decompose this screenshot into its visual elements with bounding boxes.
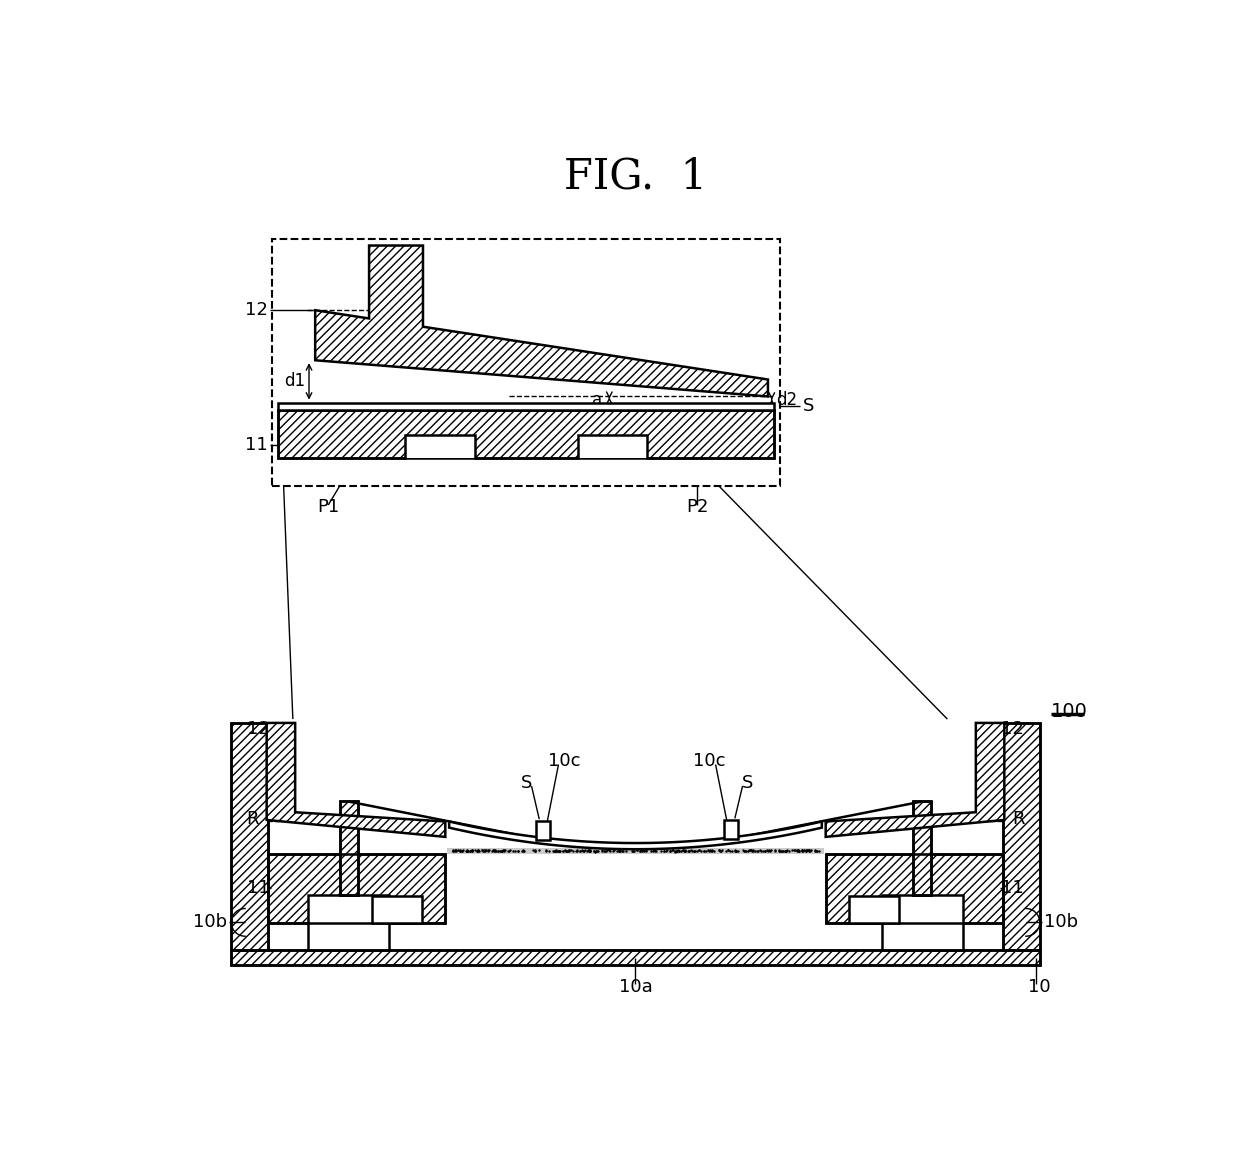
Text: d1: d1: [284, 372, 305, 391]
Text: R: R: [1012, 810, 1024, 829]
Bar: [826, 854, 1003, 923]
Text: 12: 12: [247, 720, 270, 738]
Text: 12: 12: [246, 301, 268, 320]
Text: FIG.  1: FIG. 1: [564, 155, 707, 197]
Text: 10c: 10c: [693, 753, 725, 770]
Text: 12: 12: [1001, 720, 1024, 738]
Text: S: S: [743, 774, 754, 792]
Bar: [372, 896, 422, 923]
Bar: [309, 895, 389, 950]
Bar: [849, 896, 899, 923]
Polygon shape: [826, 722, 1004, 837]
Text: P2: P2: [686, 498, 708, 516]
Text: 11: 11: [246, 436, 268, 454]
Bar: [278, 403, 774, 411]
Text: 10b: 10b: [193, 914, 227, 931]
Text: 10: 10: [1028, 978, 1050, 997]
Text: 10a: 10a: [619, 978, 652, 997]
Bar: [1003, 722, 1040, 950]
Bar: [268, 854, 445, 923]
Text: a: a: [591, 391, 603, 408]
Text: 11: 11: [247, 880, 270, 897]
Text: S: S: [804, 398, 815, 415]
Bar: [536, 820, 551, 840]
Bar: [882, 895, 962, 950]
Bar: [578, 435, 647, 459]
Bar: [826, 854, 1003, 923]
Bar: [446, 847, 825, 854]
Text: 10b: 10b: [1044, 914, 1078, 931]
Bar: [268, 854, 445, 923]
Bar: [405, 435, 475, 459]
Text: 11: 11: [1001, 880, 1024, 897]
Text: 10c: 10c: [548, 753, 580, 770]
Bar: [231, 722, 268, 950]
Bar: [340, 802, 357, 895]
Polygon shape: [449, 822, 822, 850]
Bar: [914, 802, 931, 895]
Bar: [278, 411, 774, 459]
Polygon shape: [267, 722, 445, 837]
Text: P1: P1: [317, 498, 340, 516]
Bar: [340, 802, 357, 895]
Bar: [231, 950, 1040, 965]
Bar: [231, 722, 268, 950]
Bar: [231, 950, 1040, 965]
Bar: [272, 239, 780, 485]
Text: R: R: [247, 810, 259, 829]
Bar: [1003, 722, 1040, 950]
Text: S: S: [521, 774, 532, 792]
Polygon shape: [315, 245, 768, 397]
Bar: [724, 820, 738, 839]
Text: d2: d2: [776, 391, 797, 408]
Bar: [914, 802, 931, 895]
Text: 100: 100: [1052, 701, 1089, 721]
Text: a: a: [379, 251, 389, 268]
